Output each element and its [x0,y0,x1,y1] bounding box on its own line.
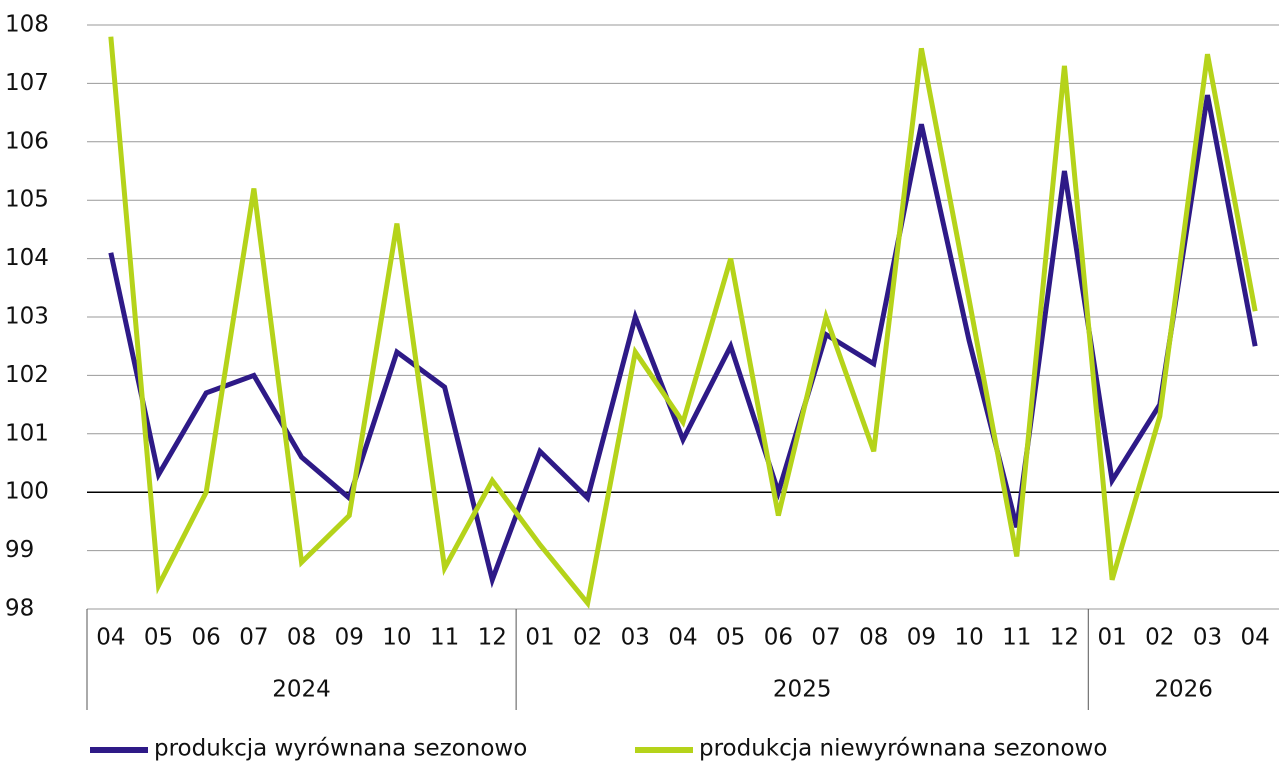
y-tick-label: 102 [5,362,49,388]
x-tick-label: 06 [192,625,221,651]
y-tick-label: 100 [5,479,49,505]
x-tick-label: 08 [859,625,888,651]
series-line [108,94,1258,589]
x-tick-label: 01 [1097,625,1126,651]
y-tick-label: 105 [5,187,49,213]
x-tick-label: 08 [287,625,316,651]
x-tick-label: 02 [573,625,602,651]
y-tick-label: 107 [5,70,49,96]
x-group-label: 2025 [773,677,832,703]
x-tick-label: 10 [954,625,983,651]
y-tick-label: 108 [5,12,49,38]
x-tick-label: 12 [1050,625,1079,651]
x-tick-label: 10 [382,625,411,651]
x-tick-label: 12 [478,625,507,651]
y-tick-label: 103 [5,304,49,330]
y-tick-label: 99 [5,537,34,563]
x-tick-label: 11 [430,625,459,651]
x-tick-label: 09 [335,625,364,651]
x-tick-label: 02 [1145,625,1174,651]
x-group-label: 2024 [272,677,331,703]
y-tick-label: 106 [5,128,49,154]
x-tick-label: 04 [1241,625,1270,651]
x-tick-label: 07 [239,625,268,651]
x-tick-label: 05 [144,625,173,651]
x-group-label: 2026 [1154,677,1213,703]
y-tick-label: 101 [5,420,49,446]
legend-label: produkcja niewyrównana sezonowo [699,736,1107,762]
series-line [108,36,1258,609]
legend-label: produkcja wyrównana sezonowo [154,736,527,762]
x-tick-label: 04 [96,625,125,651]
x-tick-label: 04 [668,625,697,651]
x-tick-label: 01 [525,625,554,651]
y-tick-label: 98 [5,596,34,622]
x-tick-label: 07 [811,625,840,651]
x-tick-label: 09 [907,625,936,651]
x-tick-label: 03 [621,625,650,651]
x-tick-label: 03 [1193,625,1222,651]
x-tick-label: 11 [1002,625,1031,651]
x-tick-label: 06 [764,625,793,651]
y-tick-label: 104 [5,245,49,271]
x-tick-label: 05 [716,625,745,651]
